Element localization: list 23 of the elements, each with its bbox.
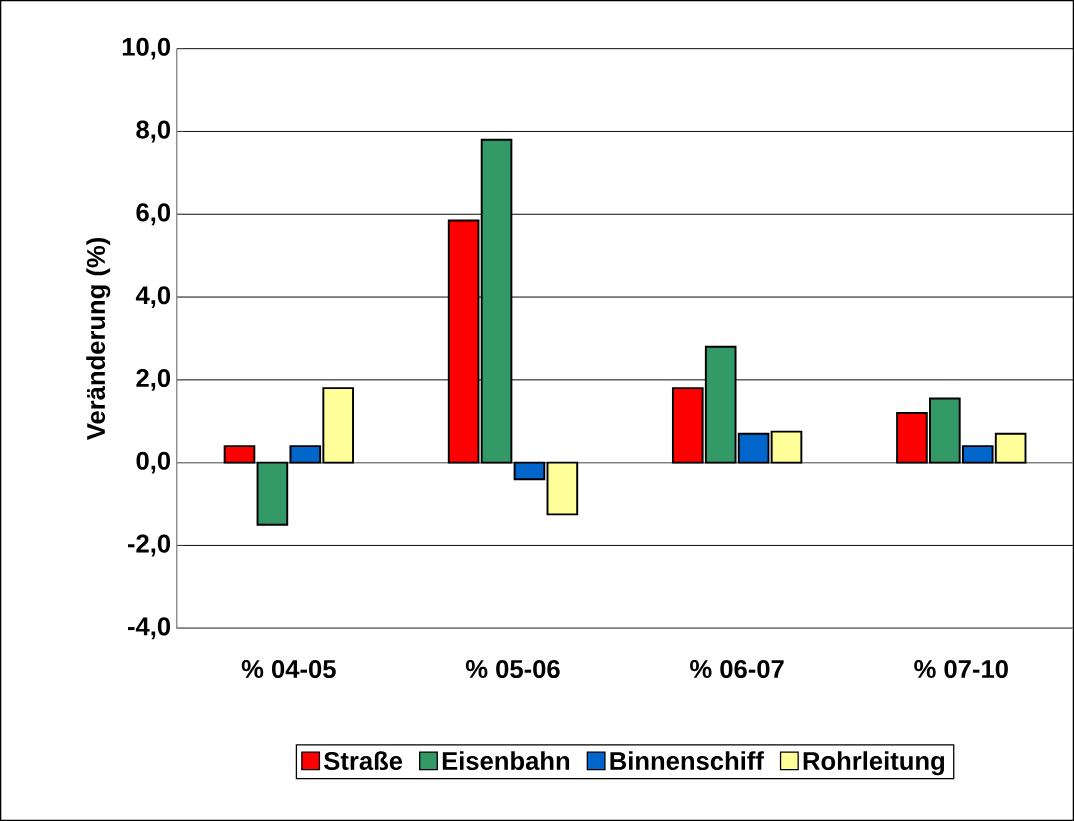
bar — [447, 219, 480, 464]
bar — [546, 461, 579, 516]
y-tick-label: 0,0 — [136, 451, 171, 474]
legend-label: Rohrleitung — [803, 751, 945, 776]
bar — [480, 138, 513, 464]
y-tick-label: 2,0 — [136, 368, 171, 391]
y-tick-label: 6,0 — [136, 203, 171, 226]
y-tick-label: -4,0 — [127, 617, 171, 640]
legend-label: Binnenschiff — [610, 751, 764, 771]
x-tick-label: % 05-06 — [465, 659, 560, 679]
bar — [770, 430, 803, 464]
y-axis-title: Veränderung (%) — [86, 237, 111, 441]
y-tick-label: 8,0 — [136, 120, 171, 143]
legend-label: Eisenbahn — [442, 751, 570, 771]
bar — [223, 445, 256, 464]
x-tick-label: % 04-05 — [241, 659, 336, 679]
x-tick-label: % 07-10 — [914, 659, 1008, 679]
y-tick-label: 10,0 — [122, 37, 171, 60]
x-tick-label: % 06-07 — [690, 659, 784, 679]
legend-label: Straße — [324, 751, 403, 771]
y-tick-label: -2,0 — [127, 534, 171, 557]
y-tick-label: 4,0 — [135, 286, 171, 308]
bar — [513, 461, 546, 481]
